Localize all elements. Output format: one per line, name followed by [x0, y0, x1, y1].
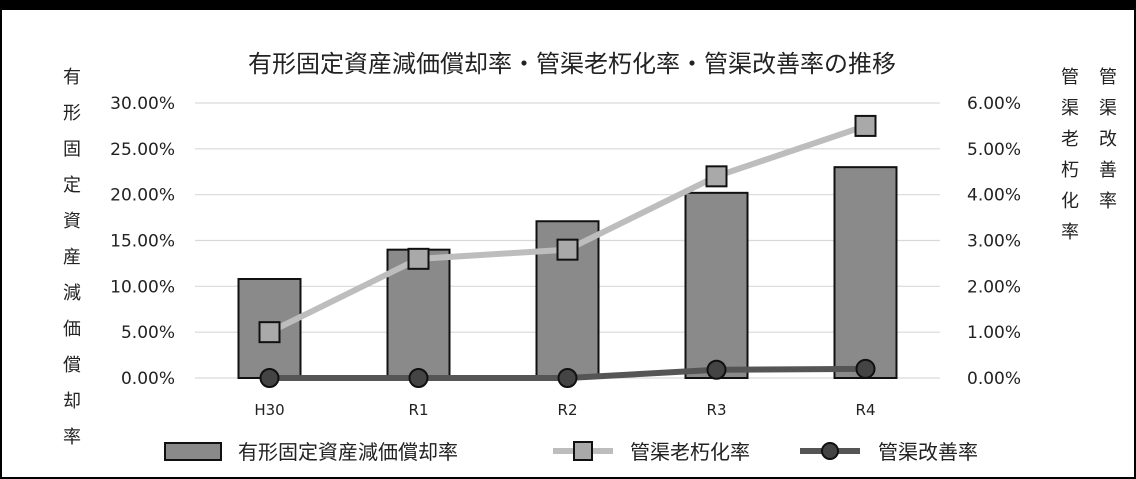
left-tick-label: 30.00% — [110, 94, 175, 114]
right-axis-label-char: 率 — [1099, 191, 1117, 212]
right-axis-label-char: 渠 — [1061, 98, 1079, 119]
x-tick-label: R4 — [856, 401, 876, 419]
circle-marker — [408, 368, 429, 388]
right-axis-label-char: 老 — [1061, 129, 1079, 150]
left-tick-label: 15.00% — [110, 232, 175, 252]
right-axis-label-char: 管 — [1099, 67, 1117, 88]
left-axis-label-char: 減 — [63, 283, 81, 304]
circle-marker — [706, 359, 727, 380]
left-axis-label-char: 価 — [63, 319, 81, 340]
square-marker — [556, 238, 579, 261]
legend-label: 管渠改善率 — [878, 440, 978, 464]
right-tick-label: 1.00% — [967, 323, 1021, 343]
legend-label: 管渠老朽化率 — [630, 440, 750, 464]
right-axis-ticks: 0.00% 1.00% 2.00% 3.00% 4.00% 5.00% 6.00% — [967, 94, 1021, 389]
left-axis-ticks: 0.00% 5.00% 10.00% 15.00% 20.00% 25.00% 30.00% — [110, 94, 175, 389]
right-axis-label-char: 改 — [1099, 129, 1117, 150]
right-tick-label: 3.00% — [967, 232, 1021, 252]
square-marker — [705, 165, 728, 188]
x-tick-label: R3 — [707, 401, 727, 419]
right-axis-label-char: 善 — [1099, 160, 1117, 181]
left-axis-label-char: 却 — [63, 391, 81, 412]
left-axis-label-char: 率 — [63, 427, 81, 448]
chart-title: 有形固定資産減価償却率・管渠老朽化率・管渠改善率の推移 — [248, 50, 896, 78]
x-tick-label: R2 — [558, 401, 578, 419]
x-tick-label: R1 — [409, 401, 429, 419]
x-axis-ticks: H30 R1 R2 R3 R4 — [254, 401, 875, 419]
circle-marker — [855, 358, 876, 379]
left-tick-label: 0.00% — [121, 369, 175, 389]
left-axis-label-char: 償 — [63, 355, 81, 376]
left-axis-label-char: 産 — [63, 247, 81, 268]
top-border-bar — [0, 0, 1136, 10]
bar — [684, 191, 749, 379]
right-tick-label: 0.00% — [967, 369, 1021, 389]
right-tick-label: 6.00% — [967, 94, 1021, 114]
bar-series — [237, 166, 898, 379]
legend-bar-swatch — [164, 442, 222, 461]
left-tick-label: 25.00% — [110, 140, 175, 160]
left-tick-label: 5.00% — [121, 323, 175, 343]
left-axis-label-char: 固 — [63, 139, 81, 160]
x-tick-label: H30 — [254, 401, 284, 419]
right-tick-label: 2.00% — [967, 277, 1021, 297]
square-marker — [258, 321, 281, 344]
right-axis-label-char: 朽 — [1061, 160, 1079, 181]
legend-label: 有形固定資産減価償却率 — [238, 440, 458, 464]
left-axis-label-char: 形 — [63, 103, 81, 124]
circle-marker — [557, 368, 578, 388]
left-axis-label-char: 定 — [63, 175, 81, 196]
right-tick-label: 4.00% — [967, 186, 1021, 206]
bar — [833, 166, 898, 379]
left-tick-label: 20.00% — [110, 186, 175, 206]
square-marker — [854, 114, 877, 137]
right-axis-label-char: 管 — [1061, 67, 1079, 88]
right-axis-label-char: 率 — [1061, 222, 1079, 243]
left-tick-label: 10.00% — [110, 277, 175, 297]
right-tick-label: 5.00% — [967, 140, 1021, 160]
right-axis-label-char: 渠 — [1099, 98, 1117, 119]
square-marker — [407, 247, 430, 270]
left-axis-label-char: 資 — [63, 211, 81, 232]
line-series — [258, 114, 877, 388]
legend-square-marker — [573, 441, 593, 461]
legend: 有形固定資産減価償却率 管渠老朽化率 管渠改善率 — [164, 440, 978, 464]
legend-circle-marker — [821, 442, 839, 460]
left-axis-label-char: 有 — [63, 67, 81, 88]
left-axis-label: 有形固定資産減価償却率 — [63, 67, 81, 448]
circle-marker — [259, 368, 280, 388]
right-axis-label-char: 化 — [1061, 191, 1079, 212]
